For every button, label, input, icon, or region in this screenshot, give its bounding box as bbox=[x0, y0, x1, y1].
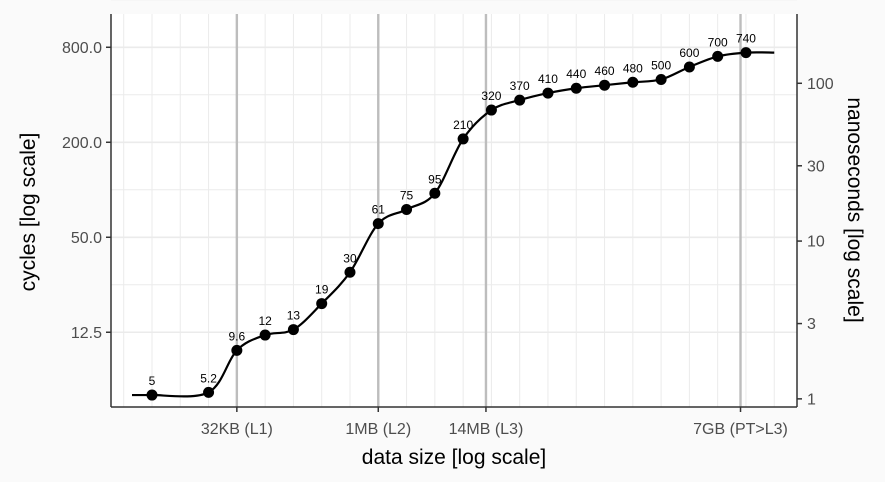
data-label: 440 bbox=[566, 67, 586, 81]
data-point bbox=[372, 218, 384, 230]
data-label: 480 bbox=[623, 61, 643, 75]
data-point bbox=[570, 82, 582, 94]
y-left-tick-label: 12.5 bbox=[71, 325, 102, 342]
data-point bbox=[712, 50, 724, 62]
data-point bbox=[146, 389, 158, 401]
data-label: 9.6 bbox=[229, 329, 246, 343]
y-left-tick-label: 800.0 bbox=[62, 40, 102, 57]
data-point bbox=[344, 266, 356, 278]
data-label: 370 bbox=[510, 79, 530, 93]
data-point bbox=[429, 187, 441, 199]
data-point bbox=[287, 324, 299, 336]
data-point bbox=[231, 344, 243, 356]
y-axis-right-title: nanoseconds [log scale] bbox=[843, 97, 866, 322]
data-label: 95 bbox=[428, 172, 442, 186]
y-left-tick-label: 200.0 bbox=[62, 135, 102, 152]
y-axis-left-title: cycles [log scale] bbox=[17, 133, 40, 292]
data-series: 5 5.2 9.6 12 13 19 30 61 75 95 210 320 370 410 440 460 4… bbox=[131, 32, 775, 401]
data-label: 5.2 bbox=[200, 371, 217, 385]
data-point bbox=[259, 329, 271, 341]
data-point bbox=[740, 47, 752, 59]
data-label: 75 bbox=[400, 188, 414, 202]
data-label: 460 bbox=[595, 64, 615, 78]
data-label: 320 bbox=[481, 89, 501, 103]
x-tick-label: 1MB (L2) bbox=[345, 421, 411, 438]
data-label: 410 bbox=[538, 72, 558, 86]
y-right-tick-label: 30 bbox=[807, 158, 825, 175]
data-label: 12 bbox=[258, 314, 272, 328]
data-point bbox=[485, 104, 497, 116]
data-label: 740 bbox=[736, 32, 756, 46]
data-label: 5 bbox=[149, 374, 156, 388]
data-point bbox=[655, 73, 667, 85]
plot-panel bbox=[111, 14, 797, 407]
grid-lines bbox=[111, 0, 797, 407]
data-label: 700 bbox=[708, 35, 728, 49]
data-label: 600 bbox=[679, 46, 699, 60]
x-tick-label: 7GB (PT>L3) bbox=[693, 421, 788, 438]
y-right-tick-label: 10 bbox=[807, 234, 825, 251]
data-point bbox=[627, 76, 639, 88]
y-right-tick-label: 3 bbox=[807, 316, 816, 333]
data-label: 19 bbox=[315, 283, 329, 297]
data-point bbox=[542, 87, 554, 99]
y-left-tick-label: 50.0 bbox=[71, 230, 102, 247]
data-label: 210 bbox=[453, 118, 473, 132]
plot-area bbox=[111, 14, 797, 407]
data-point bbox=[683, 61, 695, 73]
data-point bbox=[599, 79, 611, 91]
data-label: 61 bbox=[372, 203, 386, 217]
y-right-tick-label: 100 bbox=[807, 76, 834, 93]
data-label: 500 bbox=[651, 58, 671, 72]
data-point bbox=[457, 133, 469, 145]
data-point bbox=[203, 386, 215, 398]
x-axis-title: data size [log scale] bbox=[362, 446, 546, 469]
data-point bbox=[316, 298, 328, 310]
data-point bbox=[401, 203, 413, 215]
data-label: 30 bbox=[343, 251, 357, 265]
data-label: 13 bbox=[287, 309, 301, 323]
series-line bbox=[131, 51, 775, 398]
x-tick-label: 14MB (L3) bbox=[449, 421, 524, 438]
x-tick-label: 32KB (L1) bbox=[201, 421, 273, 438]
y-right-tick-label: 1 bbox=[807, 391, 816, 408]
data-point bbox=[514, 94, 526, 106]
